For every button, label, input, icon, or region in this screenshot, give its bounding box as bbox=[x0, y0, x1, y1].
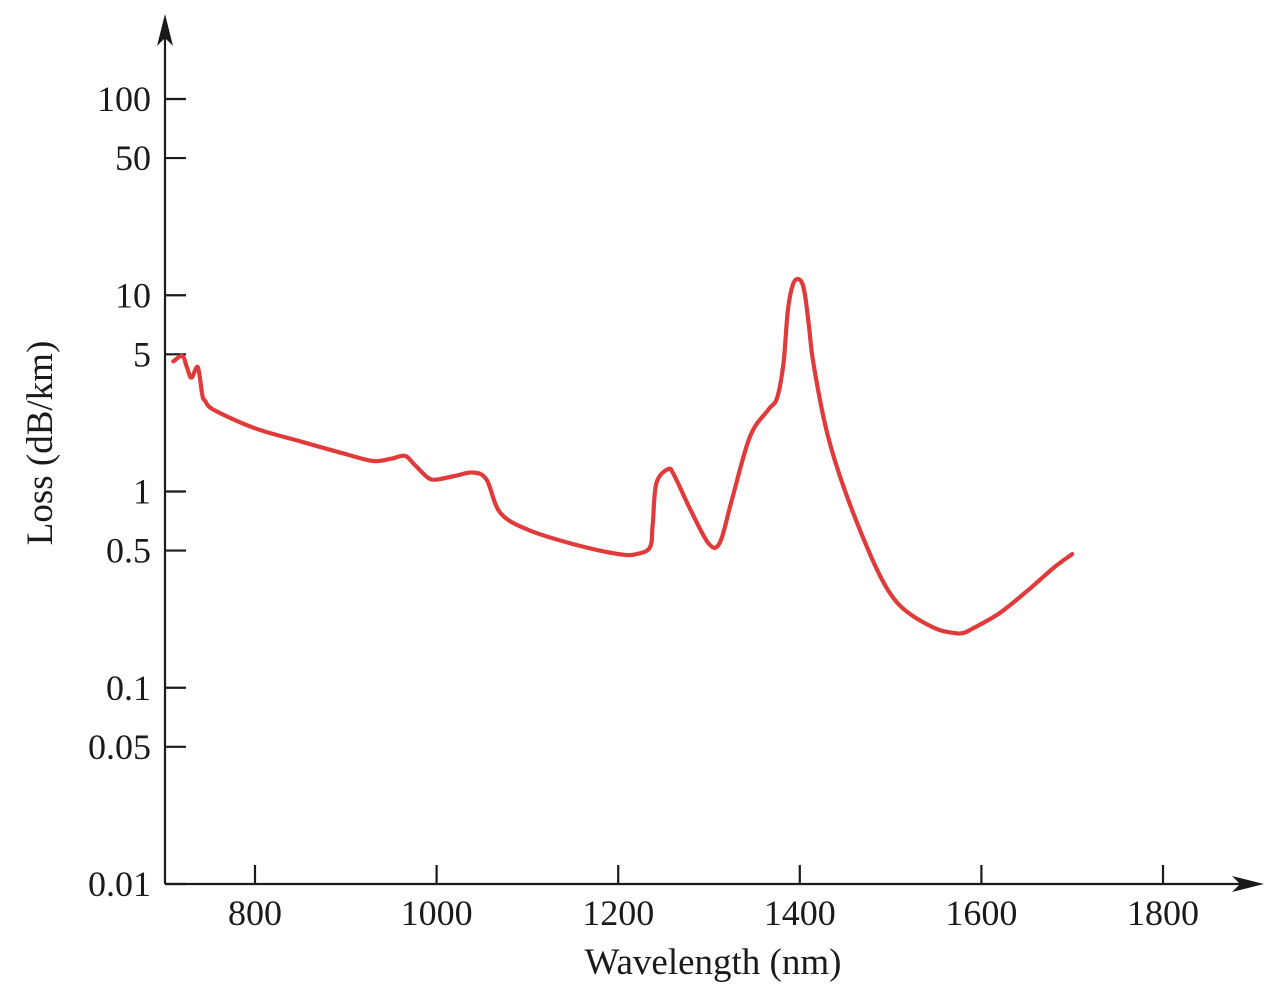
axes bbox=[157, 14, 1264, 892]
y-tick-label: 100 bbox=[97, 79, 151, 119]
y-tick-label: 0.05 bbox=[88, 727, 151, 767]
y-tick-label: 50 bbox=[115, 138, 151, 178]
y-tick-label: 0.5 bbox=[106, 531, 151, 571]
x-tick-label: 1400 bbox=[764, 893, 836, 933]
x-ticks: 800 1000 1200 1400 1600 1800 bbox=[228, 865, 1199, 933]
y-tick-label: 0.01 bbox=[88, 864, 151, 904]
y-axis-arrowhead bbox=[157, 14, 173, 46]
y-tick-label: 5 bbox=[133, 334, 151, 374]
x-tick-label: 1600 bbox=[945, 893, 1017, 933]
y-axis-title: Loss (dB/km) bbox=[20, 341, 61, 546]
x-axis-arrowhead bbox=[1232, 876, 1264, 892]
x-tick-label: 1800 bbox=[1127, 893, 1199, 933]
x-tick-label: 800 bbox=[228, 893, 282, 933]
series-layer bbox=[171, 276, 1075, 636]
y-ticks: 0.01 0.05 0.1 0.5 1 5 10 50 100 bbox=[88, 79, 186, 904]
y-tick-label: 0.1 bbox=[106, 668, 151, 708]
loss-series-line bbox=[171, 276, 1075, 636]
x-axis-title: Wavelength (nm) bbox=[585, 942, 842, 983]
y-tick-label: 1 bbox=[133, 472, 151, 512]
y-tick-label: 10 bbox=[115, 275, 151, 315]
x-tick-label: 1000 bbox=[401, 893, 473, 933]
x-tick-label: 1200 bbox=[582, 893, 654, 933]
